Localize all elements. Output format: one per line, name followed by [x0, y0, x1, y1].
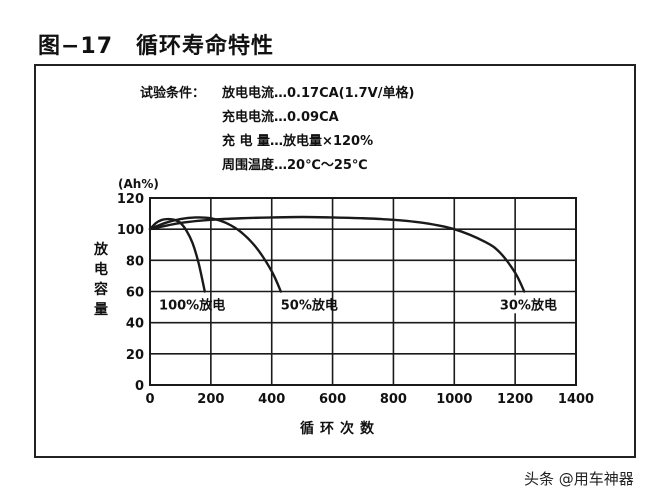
condition-discharge-current: 放电电流…0.17CA(1.7V/单格): [222, 86, 415, 101]
annotations: 100%放电 50%放电 30%放电: [157, 295, 557, 314]
y-axis-unit: (Ah%): [118, 177, 159, 191]
series-line: [148, 217, 206, 293]
series-annotation: 30%放电: [500, 297, 557, 313]
y-tick-label: 40: [126, 317, 144, 332]
y-tick-label: 100: [117, 223, 144, 238]
x-tick-label: 0: [145, 392, 154, 407]
annotation-background: [497, 295, 543, 314]
x-tick-label: 1200: [497, 392, 533, 407]
annotation-background: [157, 295, 210, 314]
y-tick-label: 0: [135, 379, 144, 394]
plot-border: [149, 197, 577, 386]
y-tick-label: 80: [126, 254, 144, 269]
y-tick-label: 20: [126, 348, 144, 363]
series: [148, 215, 526, 293]
y-axis-label-char: 容: [94, 282, 108, 298]
condition-charge-current: 充电电流…0.09CA: [222, 110, 339, 125]
x-tick-label: 800: [380, 392, 407, 407]
figure-frame: [34, 64, 636, 458]
y-axis-label-char: 量: [94, 302, 108, 318]
y-axis-label: 放 电 容 量: [93, 240, 109, 320]
tick-labels: 0 200 400 600 800 1000 1200 1400 0 20 40 60 80 100 120: [117, 192, 594, 407]
y-tick-label: 120: [117, 192, 144, 207]
annotation-background: [278, 295, 324, 314]
x-tick-label: 400: [258, 392, 285, 407]
series-line: [148, 215, 526, 293]
series-annotation: 100%放电: [159, 297, 225, 313]
x-tick-label: 600: [319, 392, 346, 407]
watermark: 头条 @用车神器: [524, 470, 634, 488]
x-tick-label: 1400: [558, 392, 594, 407]
figure-title: 图−17 循环寿命特性: [38, 34, 275, 59]
grid: [149, 197, 577, 386]
condition-charge-amount: 充 电 量…放电量×120%: [222, 134, 374, 149]
x-tick-label: 200: [197, 392, 224, 407]
x-axis-label: 循环次数: [300, 421, 380, 437]
y-axis-label-char: 放: [94, 242, 108, 258]
y-axis-label-char: 电: [94, 262, 108, 278]
y-tick-label: 60: [126, 286, 144, 301]
series-annotation: 50%放电: [281, 297, 338, 313]
x-tick-label: 1000: [436, 392, 472, 407]
condition-ambient-temperature: 周围温度…20℃～25℃: [222, 158, 368, 173]
conditions-label: 试验条件：: [140, 86, 206, 101]
